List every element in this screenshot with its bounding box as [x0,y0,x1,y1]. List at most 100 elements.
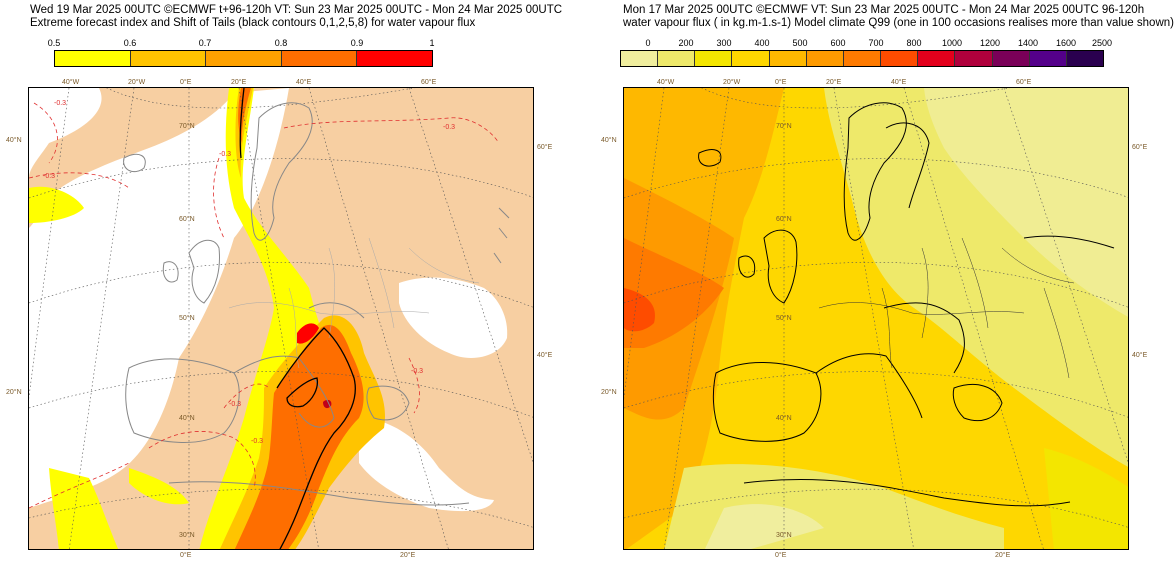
efi-cb-label: 0.7 [198,38,212,48]
contour-label: -0.3 [229,401,241,408]
lat-label: 40°N [179,415,195,422]
efi-cb-label: 0.5 [47,38,61,48]
graticule [624,88,1128,549]
contour-label: -0.3 [219,151,231,158]
contour-labels: -0.3 -0.3 -0.3 -0.3 -0.3 -0.3 -0.3 [43,100,455,445]
efi-cb-label: 0.9 [350,38,364,48]
lon-label: 0°E [180,552,192,559]
climate-title-line1: Mon 17 Mar 2025 00UTC ©ECMWF VT: Sun 23 … [623,4,1145,16]
climate-colorbar-swatch [732,51,770,66]
efi-colorbar-swatch [130,51,207,66]
efi-colorbar-swatch [281,51,358,66]
efi-colorbar-swatch [206,51,282,66]
lon-label: 0°E [775,552,787,559]
sot-contours [239,88,356,549]
climate-field [624,88,1128,549]
lon-label: 20°E [400,552,416,559]
lat-label: 50°N [179,315,195,322]
efi-title-line1: Wed 19 Mar 2025 00UTC ©ECMWF t+96-120h V… [30,4,563,16]
climate-colorbar-swatch [1029,51,1067,66]
efi-colorbar [54,50,433,67]
climate-cb-label: 700 [868,38,884,48]
climate-colorbar-swatch [806,51,844,66]
climate-colorbar-swatch [1066,51,1104,66]
graticule [29,88,533,549]
climate-cb-label: 800 [906,38,922,48]
efi-cb-label: 1 [429,38,435,48]
contour-label: -0.3 [411,368,423,375]
climate-map: 70°N 60°N 50°N 40°N 30°N [623,87,1129,550]
lon-label: 40°E [296,79,312,86]
climate-cb-label: 500 [792,38,808,48]
contour-label: -0.3 [54,100,66,107]
climate-cb-label: 300 [716,38,732,48]
lat-label: 40°E [537,352,553,359]
climate-colorbar-swatch [843,51,882,66]
lon-label: 0°E [180,79,192,86]
sea-area [29,88,508,512]
lon-label: 20°W [128,79,146,86]
lat-label: 40°N [601,137,617,144]
efi-cb-label: 0.6 [123,38,137,48]
climate-colorbar [620,50,1104,67]
lat-label: 60°E [537,144,553,151]
coastlines [123,102,510,506]
contour-label: -0.3 [251,438,263,445]
climate-colorbar-swatch [769,51,807,66]
contour-label: -0.3 [443,124,455,131]
lon-label: 20°W [723,79,741,86]
lat-label: 60°N [179,216,195,223]
coastlines [698,102,1115,507]
efi-map: -0.3 -0.3 -0.3 -0.3 -0.3 -0.3 -0.3 70°N … [28,87,534,550]
lat-label: 70°N [179,123,195,130]
efi-map-graphic: -0.3 -0.3 -0.3 -0.3 -0.3 -0.3 -0.3 [29,88,533,549]
lat-label: 30°N [179,532,195,539]
climate-cb-label: 2500 [1091,38,1113,48]
climate-colorbar-swatch [955,51,993,66]
climate-cb-label: 400 [754,38,770,48]
negative-efi-contours [29,102,500,509]
contour-label: -0.3 [43,173,55,180]
climate-cb-label: 200 [678,38,694,48]
lon-label: 0°E [775,79,787,86]
efi-cb-label: 0.8 [274,38,288,48]
lon-label: 60°E [1016,79,1032,86]
climate-panel: Mon 17 Mar 2025 00UTC ©ECMWF VT: Sun 23 … [587,0,1174,564]
lon-label: 20°E [826,79,842,86]
lat-label: 70°N [776,123,792,130]
efi-colorbar-swatch [55,51,131,66]
climate-colorbar-swatch [621,51,659,66]
lat-label: 40°N [776,415,792,422]
lon-label: 40°W [657,79,675,86]
climate-cb-label: 0 [645,38,651,48]
climate-colorbar-swatch [695,51,733,66]
climate-map-graphic [624,88,1128,549]
lat-label: 20°N [6,389,22,396]
lat-label: 60°N [776,216,792,223]
lon-label: 40°W [62,79,80,86]
lon-label: 40°E [891,79,907,86]
climate-cb-label: 600 [830,38,846,48]
lat-label: 60°E [1132,144,1148,151]
efi-high-band [234,88,364,549]
efi-title-line2: Extreme forecast index and Shift of Tail… [30,17,476,29]
lon-label: 20°E [231,79,247,86]
climate-cb-label: 1000 [941,38,963,48]
lat-label: 40°E [1132,352,1148,359]
climate-cb-label: 1400 [1017,38,1039,48]
country-borders [228,237,480,369]
lon-label: 20°E [995,552,1011,559]
climate-colorbar-swatch [881,51,919,66]
climate-colorbar-swatch [658,51,696,66]
climate-cb-label: 1600 [1055,38,1077,48]
country-borders [818,237,1075,379]
climate-colorbar-swatch [992,51,1030,66]
climate-cb-label: 1200 [979,38,1001,48]
lon-label: 60°E [421,79,437,86]
lat-label: 20°N [601,389,617,396]
efi-panel: Wed 19 Mar 2025 00UTC ©ECMWF t+96-120h V… [6,4,563,559]
climate-title-line2: water vapour flux ( in kg.m-1.s-1) Model… [623,17,1174,29]
lat-label: 50°N [776,315,792,322]
lat-label: 40°N [6,137,22,144]
lat-label: 30°N [776,532,792,539]
